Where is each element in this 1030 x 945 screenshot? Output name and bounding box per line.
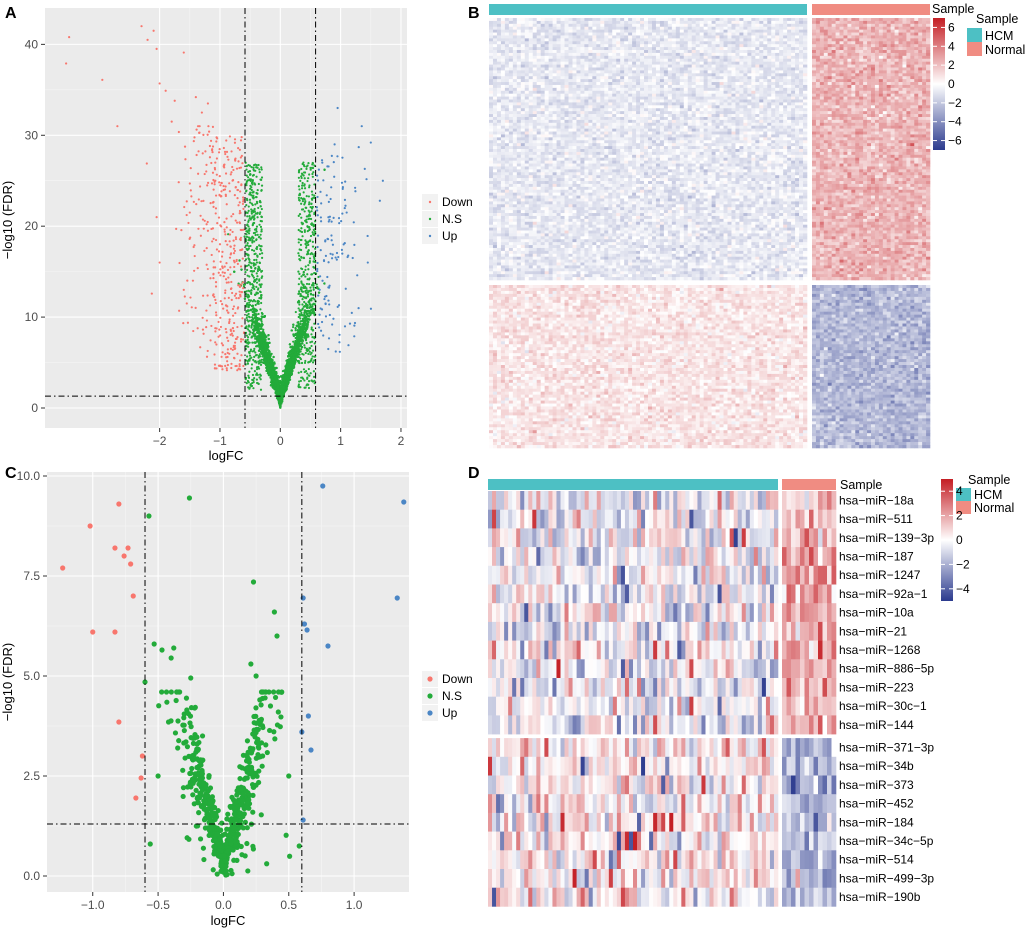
panel-a-letter: A [5, 5, 17, 22]
point-ns [315, 283, 318, 286]
point-ns [312, 288, 315, 291]
point-ns [292, 340, 295, 343]
point-ns [257, 312, 260, 316]
point-ns [252, 269, 256, 273]
point-ns [259, 308, 262, 311]
point-ns [245, 290, 248, 293]
point-ns [294, 329, 297, 332]
point-ns [308, 257, 312, 260]
point-ns [291, 325, 295, 329]
point-ns [300, 311, 303, 315]
point-ns [247, 299, 251, 302]
point-ns [251, 316, 254, 319]
point-ns [248, 301, 251, 304]
point-ns [243, 235, 246, 238]
point-ns [294, 310, 297, 314]
